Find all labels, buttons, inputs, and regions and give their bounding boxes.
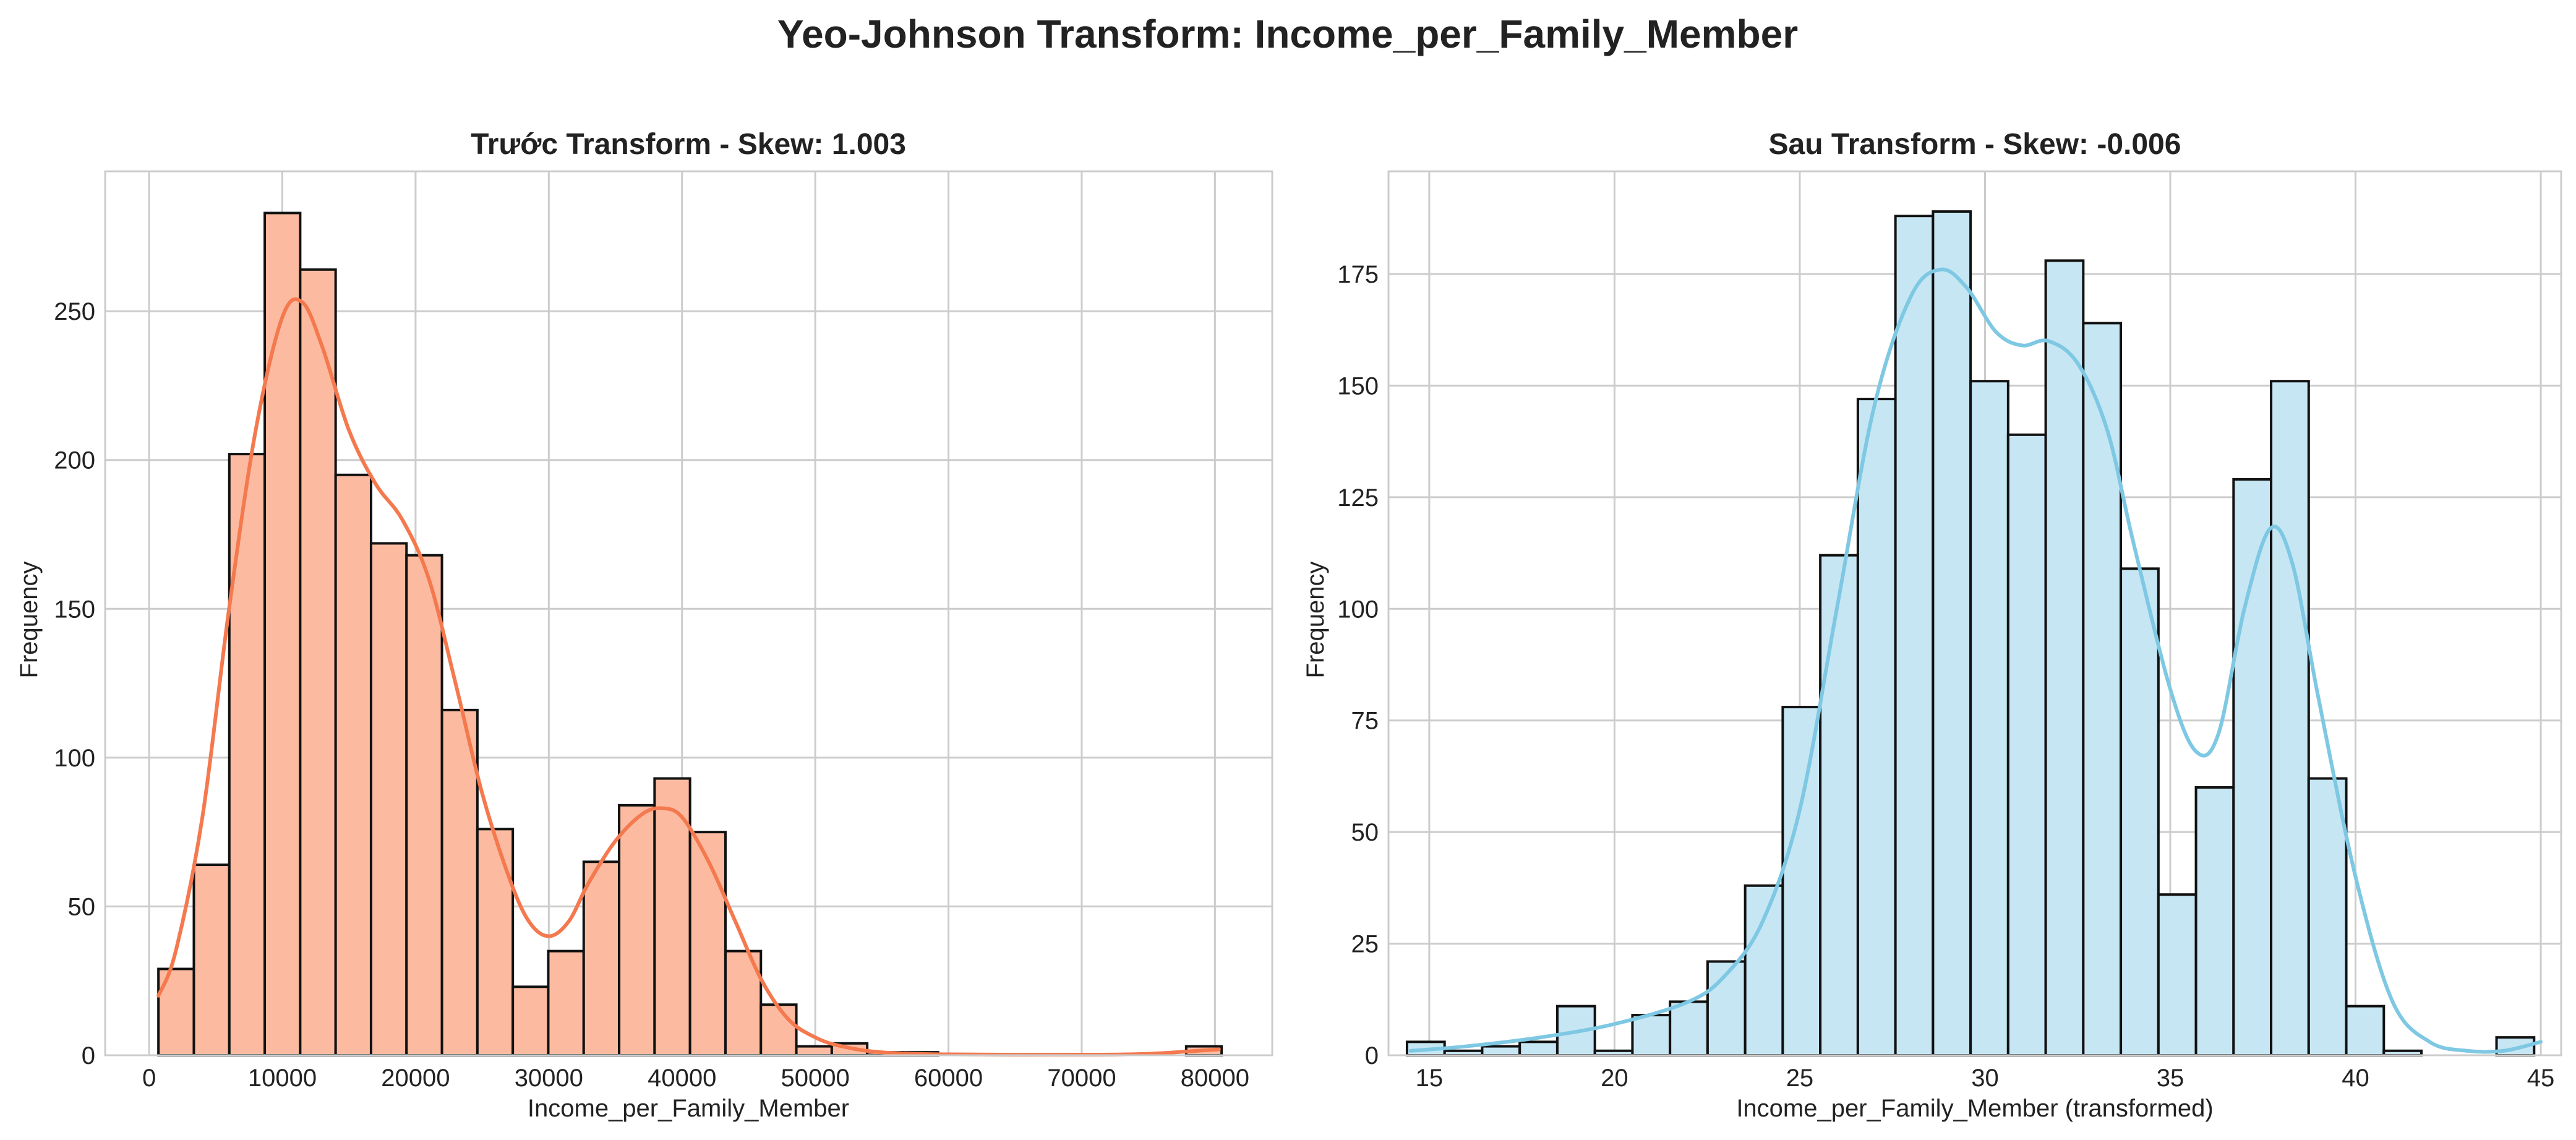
x-axis-label-after: Income_per_Family_Member (transformed) xyxy=(1736,1095,2213,1122)
histogram-bar-after xyxy=(1819,554,1859,1056)
x-tick-label-after: 20 xyxy=(1601,1065,1628,1092)
histogram-bar-before xyxy=(263,212,302,1057)
histogram-bar-after xyxy=(2194,786,2235,1057)
histogram-bar-after xyxy=(2157,893,2197,1056)
histogram-before-panel: Trước Transform - Skew: 1.003 Income_per… xyxy=(15,128,1273,1122)
histogram-bar-before xyxy=(369,542,408,1056)
histogram-bar-after xyxy=(1481,1045,1521,1057)
y-tick-label-after: 150 xyxy=(1337,372,1379,400)
histogram-bar-before xyxy=(582,860,621,1056)
histogram-bar-after xyxy=(1669,1000,1709,1056)
histogram-bar-after xyxy=(2345,1005,2386,1056)
histogram-bar-before xyxy=(228,453,267,1056)
y-tick-label-before: 250 xyxy=(54,298,95,325)
histogram-bar-before xyxy=(688,831,727,1056)
histogram-bar-before xyxy=(547,949,585,1057)
histogram-after-panel: Sau Transform - Skew: -0.006 Income_per_… xyxy=(1302,128,2562,1122)
x-tick-label-before: 70000 xyxy=(1047,1065,1116,1092)
histogram-bar-after xyxy=(1744,884,1784,1056)
histogram-bar-after xyxy=(2044,259,2085,1057)
x-tick-label-after: 30 xyxy=(1971,1065,1999,1092)
y-tick-label-before: 200 xyxy=(54,447,95,474)
x-tick-label-after: 40 xyxy=(2342,1065,2369,1092)
x-tick-label-before: 40000 xyxy=(648,1065,716,1092)
y-tick-label-after: 75 xyxy=(1351,708,1379,735)
figure-title: Yeo-Johnson Transform: Income_per_Family… xyxy=(777,12,1798,56)
histogram-bar-after xyxy=(1781,706,1822,1056)
plot-frame-after xyxy=(1387,170,2562,1056)
histogram-bar-before xyxy=(440,708,479,1056)
y-tick-label-after: 100 xyxy=(1337,596,1379,623)
y-tick-label-after: 0 xyxy=(1365,1042,1379,1069)
x-tick-label-after: 15 xyxy=(1416,1065,1444,1092)
histogram-bar-before xyxy=(334,473,372,1056)
y-tick-label-before: 100 xyxy=(54,745,95,772)
histogram-bar-before xyxy=(476,828,515,1056)
x-tick-label-before: 10000 xyxy=(248,1065,317,1092)
histogram-bar-before xyxy=(795,1045,833,1057)
histogram-bar-before xyxy=(405,554,443,1056)
histogram-bar-before xyxy=(618,804,656,1056)
kde-curve-after xyxy=(1408,267,2543,1054)
y-tick-label-before: 0 xyxy=(82,1042,95,1069)
kde-curve-before xyxy=(156,297,1221,1057)
histogram-bar-after xyxy=(1856,398,1897,1056)
x-tick-label-after: 35 xyxy=(2157,1065,2184,1092)
x-tick-label-after: 25 xyxy=(1786,1065,1814,1092)
histogram-bar-after xyxy=(2232,478,2273,1056)
histogram-bar-after xyxy=(1932,210,1972,1056)
histogram-bar-after xyxy=(2307,777,2348,1057)
x-tick-label-before: 20000 xyxy=(381,1065,450,1092)
x-tick-label-before: 50000 xyxy=(781,1065,850,1092)
x-axis-label-before: Income_per_Family_Member xyxy=(528,1095,849,1122)
histogram-bar-after xyxy=(2120,567,2160,1056)
x-tick-label-after: 45 xyxy=(2527,1065,2555,1092)
histogram-bar-after xyxy=(2082,322,2123,1057)
histogram-bar-before xyxy=(760,1003,798,1057)
y-tick-label-before: 150 xyxy=(54,596,95,623)
histogram-bar-before xyxy=(511,985,550,1056)
x-tick-label-before: 30000 xyxy=(515,1065,583,1092)
histogram-bar-after xyxy=(2270,380,2310,1057)
x-tick-label-before: 80000 xyxy=(1181,1065,1249,1092)
chart-title-before: Trước Transform - Skew: 1.003 xyxy=(471,128,906,161)
histogram-bar-after xyxy=(2006,433,2047,1056)
y-axis-label-after: Frequency xyxy=(1302,562,1329,679)
histogram-bar-before xyxy=(192,864,231,1057)
histogram-bar-after xyxy=(1969,380,2009,1057)
x-tick-label-before: 0 xyxy=(142,1065,156,1092)
y-tick-label-before: 50 xyxy=(68,893,96,920)
histogram-bar-before xyxy=(299,268,337,1056)
x-tick-label-before: 60000 xyxy=(914,1065,983,1092)
chart-title-after: Sau Transform - Skew: -0.006 xyxy=(1769,128,2181,161)
y-tick-label-after: 25 xyxy=(1351,931,1379,958)
y-tick-label-after: 50 xyxy=(1351,819,1379,846)
histogram-bar-after xyxy=(1631,1014,1672,1056)
histogram-bar-after xyxy=(1518,1040,1559,1057)
y-axis-label-before: Frequency xyxy=(15,562,43,679)
histogram-bar-after xyxy=(1894,215,1935,1056)
y-tick-label-after: 125 xyxy=(1337,484,1379,512)
plot-frame-before xyxy=(104,170,1273,1056)
y-tick-label-after: 175 xyxy=(1337,261,1379,288)
